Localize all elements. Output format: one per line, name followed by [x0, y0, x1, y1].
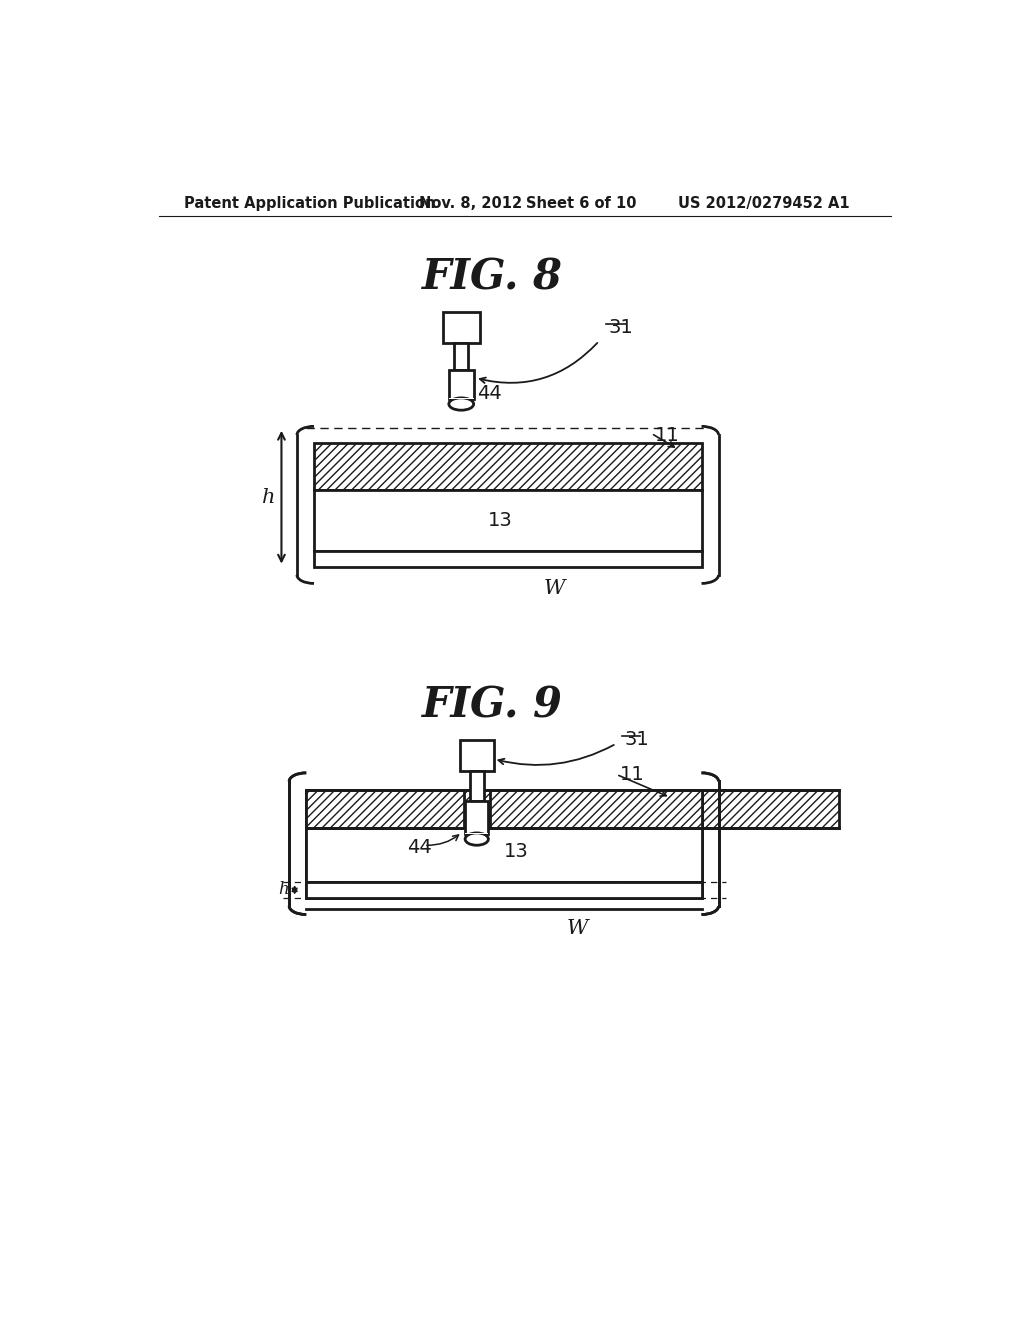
Text: W: W: [544, 578, 565, 598]
Polygon shape: [314, 444, 701, 490]
Ellipse shape: [449, 397, 474, 411]
Text: h: h: [262, 487, 275, 507]
Polygon shape: [465, 833, 488, 834]
Polygon shape: [306, 882, 701, 898]
Polygon shape: [442, 313, 480, 343]
Text: 11: 11: [655, 426, 680, 445]
Polygon shape: [306, 829, 701, 882]
Text: 44: 44: [477, 384, 502, 403]
Text: Sheet 6 of 10: Sheet 6 of 10: [525, 195, 636, 211]
Polygon shape: [314, 490, 701, 552]
Polygon shape: [306, 789, 812, 829]
Text: W: W: [566, 919, 588, 939]
Text: US 2012/0279452 A1: US 2012/0279452 A1: [678, 195, 850, 211]
Text: Nov. 8, 2012: Nov. 8, 2012: [419, 195, 522, 211]
Text: 31: 31: [608, 318, 633, 338]
Polygon shape: [489, 789, 701, 829]
Text: h: h: [279, 882, 289, 899]
Polygon shape: [460, 739, 494, 771]
Text: 31: 31: [624, 730, 649, 750]
Polygon shape: [306, 829, 701, 882]
Polygon shape: [701, 789, 839, 829]
Polygon shape: [306, 882, 701, 898]
Polygon shape: [449, 397, 474, 400]
Text: Patent Application Publication: Patent Application Publication: [183, 195, 435, 211]
Polygon shape: [455, 343, 468, 370]
Polygon shape: [449, 370, 474, 400]
Ellipse shape: [465, 833, 488, 845]
Polygon shape: [465, 801, 488, 834]
Text: 13: 13: [504, 842, 528, 861]
Polygon shape: [470, 771, 483, 801]
Text: 11: 11: [621, 764, 645, 784]
Text: FIG. 8: FIG. 8: [422, 257, 563, 298]
Polygon shape: [306, 789, 464, 829]
Text: 44: 44: [407, 838, 432, 857]
Polygon shape: [314, 552, 701, 566]
Text: FIG. 9: FIG. 9: [422, 684, 563, 726]
Text: 13: 13: [487, 511, 512, 529]
